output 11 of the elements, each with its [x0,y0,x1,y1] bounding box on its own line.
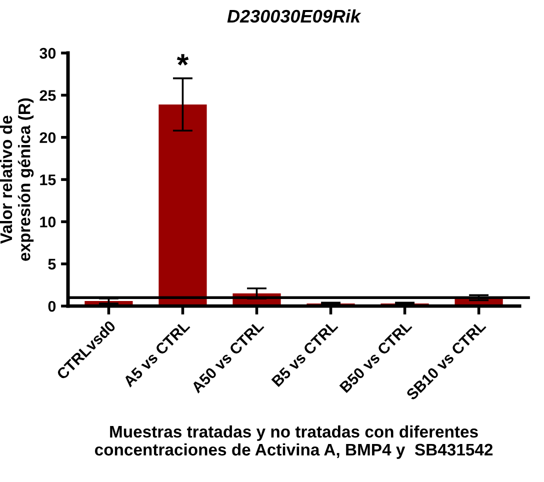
annotation: * [176,54,189,66]
y-tick-label: 5 [48,258,56,270]
y-tick-label: 30 [40,48,56,59]
y-tick-label: 0 [48,300,56,312]
y-tick-label: 15 [40,174,56,186]
y-tick-label: 10 [40,216,56,228]
y-axis-title: Valor relativo de expresión génica (R) [0,98,34,261]
y-tick-label: 25 [40,90,56,101]
x-axis-title: Muestras tratadas y no tratadas con diferentes concentraciones de Activina A, BMP4 y SB431542 [94,425,493,459]
y-tick-label: 20 [40,132,56,144]
chart-title: D230030E09Rik [227,9,362,23]
